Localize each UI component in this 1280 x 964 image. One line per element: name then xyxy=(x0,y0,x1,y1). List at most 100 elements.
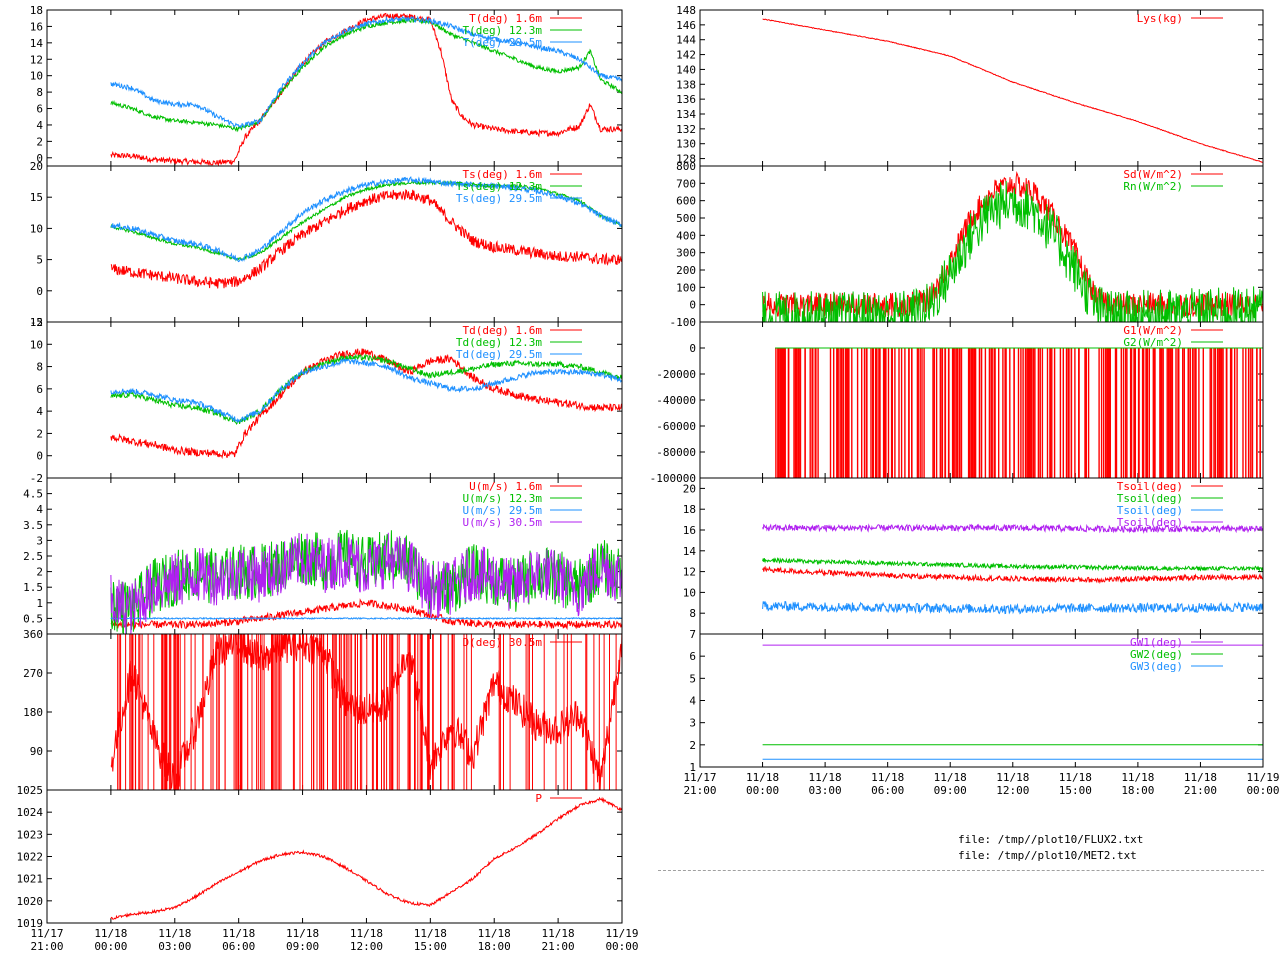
x-tick-date: 11/19 xyxy=(1246,771,1279,784)
series-line xyxy=(762,523,1263,535)
x-tick-time: 15:00 xyxy=(414,940,447,953)
legend-label: T(deg) 29.5m xyxy=(463,36,543,49)
series-line xyxy=(762,180,1263,322)
y-tick-label: 2 xyxy=(36,566,43,579)
legend-label: T(deg) 12.3m xyxy=(463,24,543,37)
x-tick-date: 11/18 xyxy=(350,927,383,940)
x-tick-date: 11/18 xyxy=(871,771,904,784)
series-line xyxy=(110,353,622,425)
x-tick-time: 12:00 xyxy=(350,940,383,953)
y-tick-label: 1022 xyxy=(17,851,44,864)
y-tick-label: 1.5 xyxy=(23,581,43,594)
series-line xyxy=(110,175,622,263)
x-tick-date: 11/18 xyxy=(286,927,319,940)
series-line xyxy=(110,12,622,166)
y-tick-label: 1024 xyxy=(17,806,44,819)
x-tick-date: 11/18 xyxy=(746,771,779,784)
y-tick-label: 1 xyxy=(36,597,43,610)
file-met: file: /tmp//plot10/MET2.txt xyxy=(958,849,1137,862)
x-tick-time: 00:00 xyxy=(94,940,127,953)
x-tick-time: 18:00 xyxy=(1121,784,1154,797)
legend-label: U(m/s) 1.6m xyxy=(469,480,542,493)
y-tick-label: 2 xyxy=(36,427,43,440)
y-tick-label: 3 xyxy=(689,717,696,730)
y-tick-label: -100000 xyxy=(650,472,696,485)
x-tick-date: 11/18 xyxy=(996,771,1029,784)
y-tick-label: 200 xyxy=(676,264,696,277)
y-tick-label: 8 xyxy=(36,86,43,99)
y-tick-label: 4 xyxy=(36,405,43,418)
series-line xyxy=(110,598,622,631)
y-tick-label: 16 xyxy=(30,20,43,33)
series-line xyxy=(110,616,622,621)
x-tick-date: 11/18 xyxy=(542,927,575,940)
legend-label: G1(W/m^2) xyxy=(1123,324,1183,337)
y-tick-label: 4 xyxy=(36,119,43,132)
series-line xyxy=(110,189,622,289)
panel-frame xyxy=(46,789,623,924)
y-tick-label: 20 xyxy=(30,160,43,173)
y-tick-label: 0.5 xyxy=(23,612,43,625)
y-tick-label: 400 xyxy=(676,229,696,242)
y-tick-label: -60000 xyxy=(656,420,696,433)
y-tick-label: 360 xyxy=(23,628,43,641)
legend-label: Ts(deg) 29.5m xyxy=(456,192,542,205)
y-tick-label: 90 xyxy=(30,745,43,758)
series-line xyxy=(762,600,1263,615)
y-tick-label: 0 xyxy=(36,285,43,298)
x-tick-time: 12:00 xyxy=(996,784,1029,797)
series-line xyxy=(110,532,622,634)
x-tick-time: 06:00 xyxy=(871,784,904,797)
separator-line xyxy=(658,870,1264,871)
x-tick-time: 09:00 xyxy=(934,784,967,797)
x-tick-date: 11/18 xyxy=(414,927,447,940)
y-tick-label: -2 xyxy=(30,472,43,485)
legend-label: Ts(deg) 1.6m xyxy=(463,168,543,181)
x-tick-time: 00:00 xyxy=(605,940,638,953)
legend-label: GW3(deg) xyxy=(1130,660,1183,673)
y-tick-label: 1021 xyxy=(17,873,44,886)
y-tick-label: 16 xyxy=(683,524,696,537)
legend-label: D(deg) 30.5m xyxy=(463,636,543,649)
series-line xyxy=(110,179,622,262)
y-tick-label: 800 xyxy=(676,160,696,173)
y-tick-label: -5 xyxy=(30,316,43,329)
y-tick-label: 128 xyxy=(676,153,696,166)
y-tick-label: 138 xyxy=(676,78,696,91)
y-tick-label: 4 xyxy=(36,503,43,516)
x-tick-date: 11/19 xyxy=(605,927,638,940)
legend-label: U(m/s) 12.3m xyxy=(463,492,543,505)
y-tick-label: 300 xyxy=(676,247,696,260)
panel-right-3: -100000 -80000 -60000 -40000 -20000 0 G1(W/m^2… xyxy=(650,321,1264,485)
y-tick-label: 8 xyxy=(36,361,43,374)
y-tick-label: 5 xyxy=(36,254,43,267)
y-tick-label: 1 xyxy=(689,761,696,774)
panel-left-5: 90 180 270 360 D(deg) 30.5m xyxy=(23,628,623,791)
legend-label: U(m/s) 29.5m xyxy=(463,504,543,517)
y-tick-label: 0 xyxy=(36,450,43,463)
series-line xyxy=(110,796,622,920)
panel-left-1: 0 2 4 6 8 10 12 14 16 18 T(deg) 1.6mT(deg) 12.3mT(… xyxy=(30,4,623,167)
y-tick-label: 144 xyxy=(676,34,696,47)
y-tick-label: -100 xyxy=(670,316,697,329)
y-tick-label: 3.5 xyxy=(23,519,43,532)
y-tick-label: 180 xyxy=(23,706,43,719)
y-tick-label: 10 xyxy=(683,586,696,599)
y-tick-label: 1019 xyxy=(17,917,44,930)
y-tick-label: 100 xyxy=(676,281,696,294)
panel-left-4: 0.5 1 1.5 2 2.5 3 3.5 4 4.5 U(m/s) 1.6mU(m/s) 12.… xyxy=(23,477,623,635)
y-tick-label: 18 xyxy=(30,4,43,17)
x-tick-time: 09:00 xyxy=(286,940,319,953)
legend-label: Tsoil(deg) xyxy=(1117,480,1183,493)
legend-label: Rn(W/m^2) xyxy=(1123,180,1183,193)
y-tick-label: 14 xyxy=(683,545,697,558)
y-tick-label: 0 xyxy=(689,299,696,312)
series-line xyxy=(762,565,1263,584)
panel-frame xyxy=(699,633,1264,768)
y-tick-label: 10 xyxy=(30,222,43,235)
series-line xyxy=(110,348,622,460)
y-tick-label: 6 xyxy=(36,383,43,396)
